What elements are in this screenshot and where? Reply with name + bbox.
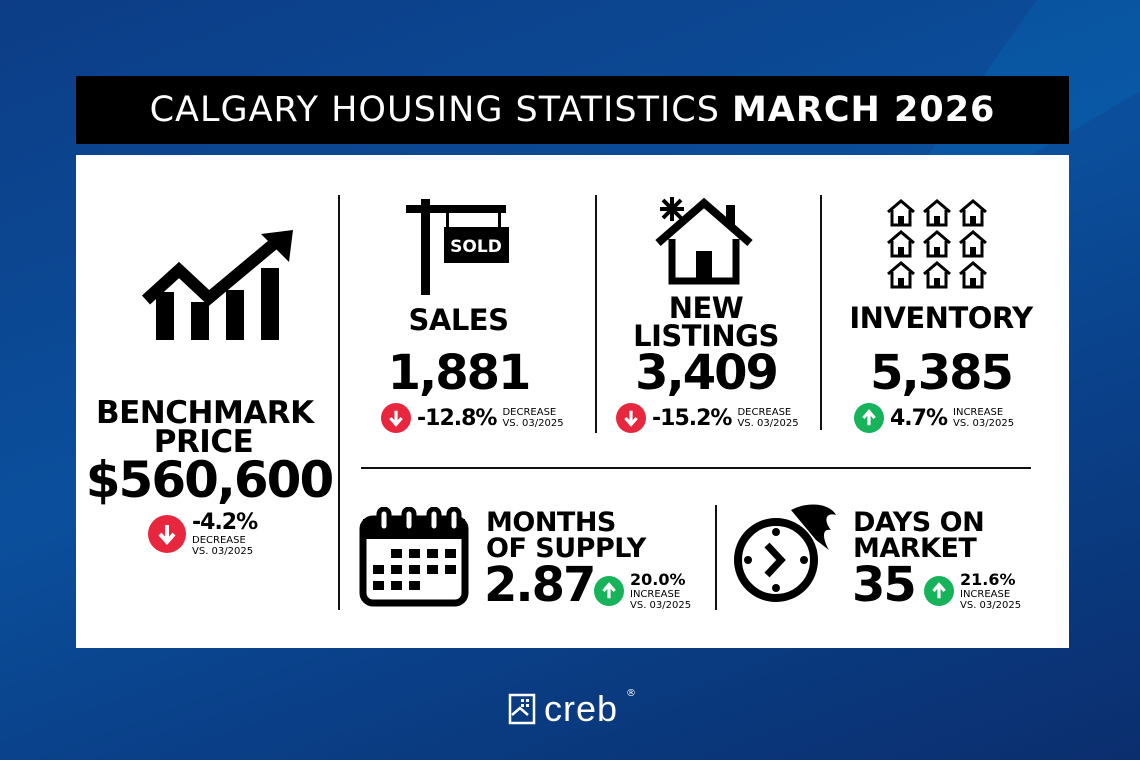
days-on-market-change: 21.6% INCREASE VS. 03/2025 bbox=[924, 570, 1021, 611]
months-supply-change: 20.0% INCREASE VS. 03/2025 bbox=[594, 570, 691, 611]
rising-bar-chart-icon bbox=[141, 230, 293, 340]
creb-logo: creb ® bbox=[508, 688, 636, 730]
divider bbox=[715, 505, 717, 610]
benchmark-change: -4.2% DECREASE VS. 03/2025 bbox=[148, 510, 258, 557]
title-date: MARCH 2026 bbox=[731, 90, 996, 130]
arrow-up-icon bbox=[924, 575, 954, 606]
arrow-down-icon bbox=[616, 403, 646, 433]
arrow-down-icon bbox=[381, 403, 411, 433]
sold-sign-icon: SOLD bbox=[406, 199, 509, 295]
svg-text:SOLD: SOLD bbox=[450, 237, 502, 257]
days-on-market-label: DAYS ON MARKET bbox=[853, 507, 985, 564]
divider bbox=[595, 195, 597, 433]
inventory-label: INVENTORY bbox=[849, 301, 1033, 335]
arrow-up-icon bbox=[594, 575, 624, 606]
new-listings-change: -15.2% DECREASE VS. 03/2025 bbox=[616, 403, 799, 433]
benchmark-label: BENCHMARK PRICE bbox=[96, 395, 314, 461]
fast-clock-icon bbox=[734, 504, 836, 602]
stats-card: BENCHMARK PRICE $560,600 -4.2% DECREASE VS.… bbox=[76, 155, 1069, 648]
arrow-up-icon bbox=[854, 403, 884, 433]
days-on-market-value: 35 bbox=[852, 557, 917, 613]
title-text: CALGARY HOUSING STATISTICS bbox=[149, 90, 720, 130]
arrow-down-icon bbox=[148, 514, 186, 553]
sales-value: 1,881 bbox=[387, 345, 532, 401]
creb-building-icon bbox=[508, 693, 536, 725]
months-supply-label: MONTHS OF SUPPLY bbox=[486, 507, 646, 564]
new-house-icon bbox=[655, 197, 753, 285]
new-listings-label: NEW LISTINGS bbox=[633, 291, 779, 353]
houses-grid-icon bbox=[886, 199, 988, 289]
benchmark-value: $560,600 bbox=[85, 451, 335, 509]
inventory-change: 4.7% INCREASE VS. 03/2025 bbox=[854, 403, 1014, 433]
title-bar: CALGARY HOUSING STATISTICS MARCH 2026 bbox=[76, 76, 1069, 144]
inventory-value: 5,385 bbox=[870, 345, 1014, 401]
calendar-icon bbox=[359, 507, 469, 607]
sales-change: -12.8% DECREASE VS. 03/2025 bbox=[381, 403, 564, 433]
sales-label: SALES bbox=[408, 303, 509, 337]
months-supply-value: 2.87 bbox=[484, 557, 596, 613]
divider bbox=[820, 195, 822, 430]
new-listings-value: 3,409 bbox=[635, 345, 779, 401]
divider bbox=[338, 195, 340, 610]
horizontal-divider bbox=[361, 467, 1031, 469]
